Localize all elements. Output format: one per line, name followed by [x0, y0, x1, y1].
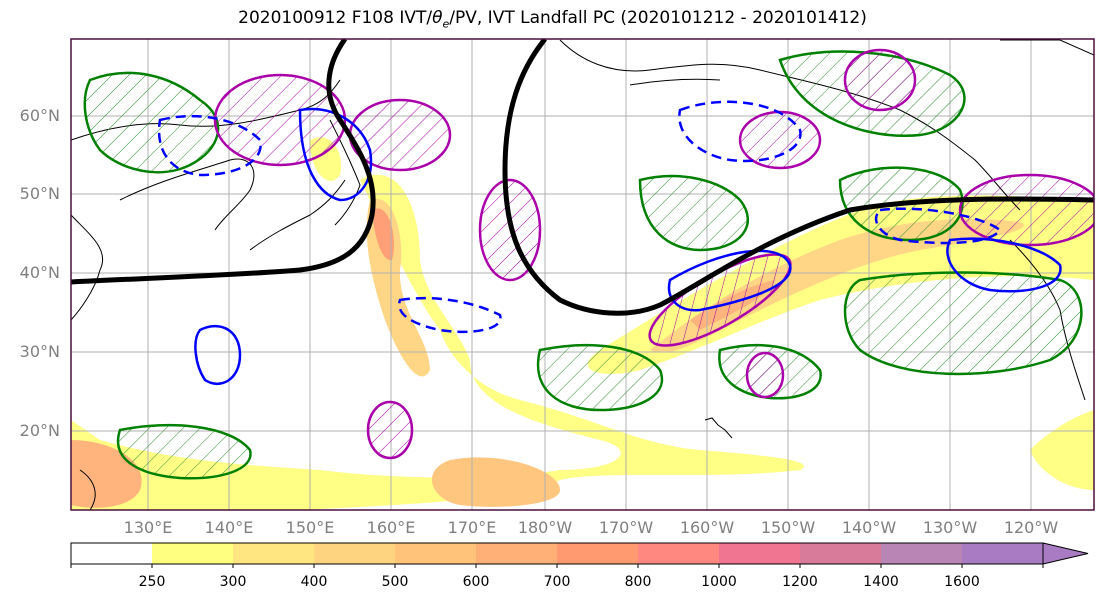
colorbar-tick-1000: 1000: [701, 574, 737, 590]
ivt-pc-negative-3: [398, 296, 502, 334]
colorbar-tick-1200: 1200: [782, 574, 818, 590]
coast-bering: [629, 78, 721, 86]
lat-label-60n: 60°N: [19, 106, 60, 125]
colorbar-segment-0: [71, 543, 152, 564]
colorbar-tick-500: 500: [381, 574, 409, 590]
ivt-pc-negative-1: [157, 114, 262, 177]
ivt-pc-positive-1: [298, 107, 373, 202]
lon-label-160w: 160°W: [679, 518, 735, 537]
ivt-pc-negative-4: [874, 207, 1002, 245]
colorbar-tick-300: 300: [219, 574, 247, 590]
lon-label-120w: 120°W: [1003, 518, 1059, 537]
pv-contour-northwest: [213, 73, 347, 167]
lat-label-30n: 30°N: [19, 342, 60, 361]
lat-label-20n: 20°N: [19, 421, 60, 440]
colorbar-tick-250: 250: [138, 574, 166, 590]
colorbar-segment-11: [962, 543, 1043, 564]
colorbar-segment-5: [476, 543, 557, 564]
coast-hawaii: [704, 417, 733, 439]
coast-korea: [119, 158, 255, 231]
lon-label-140w: 140°W: [841, 518, 897, 537]
colorbar-segment-6: [557, 543, 638, 564]
ivt-landfall-contours: [157, 100, 1062, 386]
coast-japan: [249, 179, 346, 251]
lat-label-50n: 50°N: [19, 184, 60, 203]
lon-label-130w: 130°W: [922, 518, 978, 537]
ivt-southeast-blob: [1030, 410, 1094, 490]
lon-label-150e: 150°E: [285, 518, 335, 537]
coast-na-inland: [1000, 39, 1094, 56]
ivt-pc-positive-2: [667, 249, 792, 312]
map-frame: [70, 38, 1095, 511]
jet-line-west: [71, 39, 376, 285]
pv-contour-northeast: [843, 48, 917, 112]
ivt-south-blob: [431, 457, 560, 507]
jet-line-trough: [502, 39, 1094, 316]
map-plot-area: [71, 39, 1094, 510]
lon-label-160e: 160°E: [366, 518, 416, 537]
ivt-pc-positive-4: [194, 324, 242, 386]
lon-label-170w: 170°W: [598, 518, 654, 537]
lon-label-180w: 180°W: [517, 518, 573, 537]
lon-label-140e: 140°E: [204, 518, 254, 537]
theta-e-region-alaska: [638, 174, 750, 252]
lon-label-170e: 170°E: [447, 518, 497, 537]
colorbar-tick-600: 600: [462, 574, 490, 590]
theta-e-region-northwest: [83, 71, 220, 174]
pv-contour-south: [366, 400, 414, 460]
colorbar-segment-8: [719, 543, 800, 564]
lon-label-150w: 150°W: [760, 518, 816, 537]
ivt-pc-positive-3: [946, 237, 1062, 293]
colorbar-segment-1: [152, 543, 233, 564]
coast-philippines: [79, 469, 96, 510]
pv-contour-hawaii: [745, 351, 785, 399]
colorbar-segment-10: [881, 543, 962, 564]
coast-china: [71, 214, 104, 321]
theta-e-region-southwest: [116, 423, 252, 480]
map-title: 2020100912 F108 IVT/θe/PV, IVT Landfall …: [238, 8, 867, 31]
lat-label-40n: 40°N: [19, 263, 60, 282]
ivt-plume-west: [71, 174, 804, 510]
colorbar-tick-400: 400: [300, 574, 328, 590]
lon-label-130e: 130°E: [123, 518, 173, 537]
jet-axis: [71, 39, 1094, 316]
ivt-max-west: [372, 208, 394, 261]
colorbar-segment-9: [800, 543, 881, 564]
colorbar-segment-7: [638, 543, 719, 564]
theta-e-region-south: [536, 343, 664, 412]
colorbar-extend-arrow: [1042, 542, 1089, 565]
colorbar-tick-1600: 1600: [944, 574, 980, 590]
theta-e-region-east: [843, 271, 1083, 376]
colorbar-segment-3: [314, 543, 395, 564]
pv-contour-east: [958, 173, 1094, 247]
colorbar-tick-1400: 1400: [863, 574, 899, 590]
colorbar-segment-4: [395, 543, 476, 564]
colorbar-segment-2: [233, 543, 314, 564]
colorbar-tick-700: 700: [543, 574, 571, 590]
colorbar-tick-800: 800: [624, 574, 652, 590]
colorbar: [70, 542, 1089, 568]
